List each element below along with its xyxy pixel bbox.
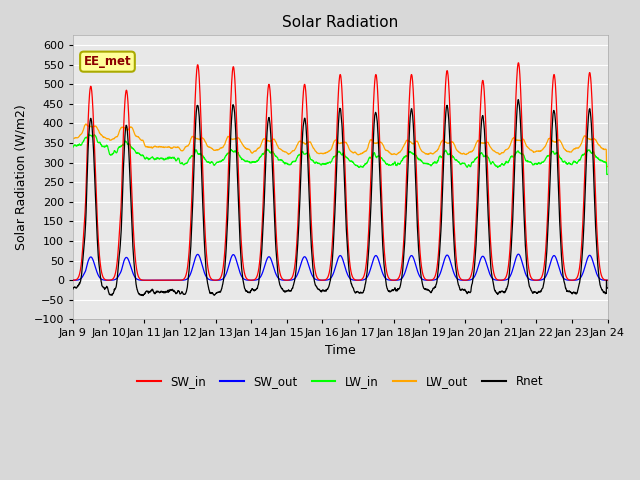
SW_in: [557, 216, 564, 222]
LW_in: [557, 155, 564, 161]
Line: LW_out: LW_out: [73, 124, 607, 167]
Rnet: [572, 290, 579, 296]
SW_in: [140, 277, 148, 283]
SW_in: [572, 276, 579, 282]
SW_out: [218, 276, 226, 282]
LW_in: [218, 157, 226, 163]
SW_out: [356, 277, 364, 283]
SW_out: [69, 277, 77, 283]
Line: SW_in: SW_in: [73, 63, 607, 280]
LW_out: [604, 164, 611, 169]
LW_in: [356, 164, 364, 170]
SW_in: [356, 277, 364, 283]
SW_out: [604, 277, 611, 283]
Line: SW_out: SW_out: [73, 254, 607, 280]
LW_out: [572, 146, 579, 152]
Title: Solar Radiation: Solar Radiation: [282, 15, 398, 30]
Line: Rnet: Rnet: [73, 99, 607, 296]
LW_in: [496, 163, 504, 168]
Rnet: [557, 240, 564, 246]
SW_in: [218, 270, 226, 276]
Line: LW_in: LW_in: [73, 134, 607, 174]
SW_out: [572, 277, 579, 283]
SW_out: [140, 277, 148, 283]
LW_out: [356, 152, 364, 157]
SW_out: [557, 270, 564, 276]
SW_in: [515, 60, 522, 66]
LW_in: [603, 171, 611, 177]
Rnet: [139, 293, 147, 299]
LW_out: [603, 164, 611, 169]
LW_out: [496, 152, 504, 157]
Rnet: [218, 284, 226, 289]
Rnet: [356, 290, 364, 296]
SW_in: [69, 277, 77, 283]
Rnet: [496, 288, 504, 294]
LW_out: [218, 144, 226, 150]
SW_in: [604, 277, 611, 283]
LW_out: [557, 139, 564, 144]
Y-axis label: Solar Radiation (W/m2): Solar Radiation (W/m2): [15, 105, 28, 250]
Rnet: [367, 193, 375, 199]
X-axis label: Time: Time: [325, 344, 356, 357]
LW_in: [69, 144, 77, 150]
SW_out: [496, 277, 504, 283]
LW_in: [572, 159, 579, 165]
Rnet: [69, 286, 77, 292]
LW_out: [83, 121, 90, 127]
LW_in: [84, 132, 92, 137]
SW_out: [515, 251, 522, 257]
LW_in: [367, 156, 375, 161]
Rnet: [515, 96, 522, 102]
SW_in: [367, 161, 375, 167]
Legend: SW_in, SW_out, LW_in, LW_out, Rnet: SW_in, SW_out, LW_in, LW_out, Rnet: [132, 371, 548, 393]
LW_out: [367, 137, 375, 143]
Text: EE_met: EE_met: [84, 55, 131, 68]
SW_in: [496, 277, 504, 283]
SW_out: [367, 264, 375, 269]
LW_out: [69, 136, 77, 142]
LW_in: [604, 171, 611, 177]
Rnet: [604, 285, 611, 291]
